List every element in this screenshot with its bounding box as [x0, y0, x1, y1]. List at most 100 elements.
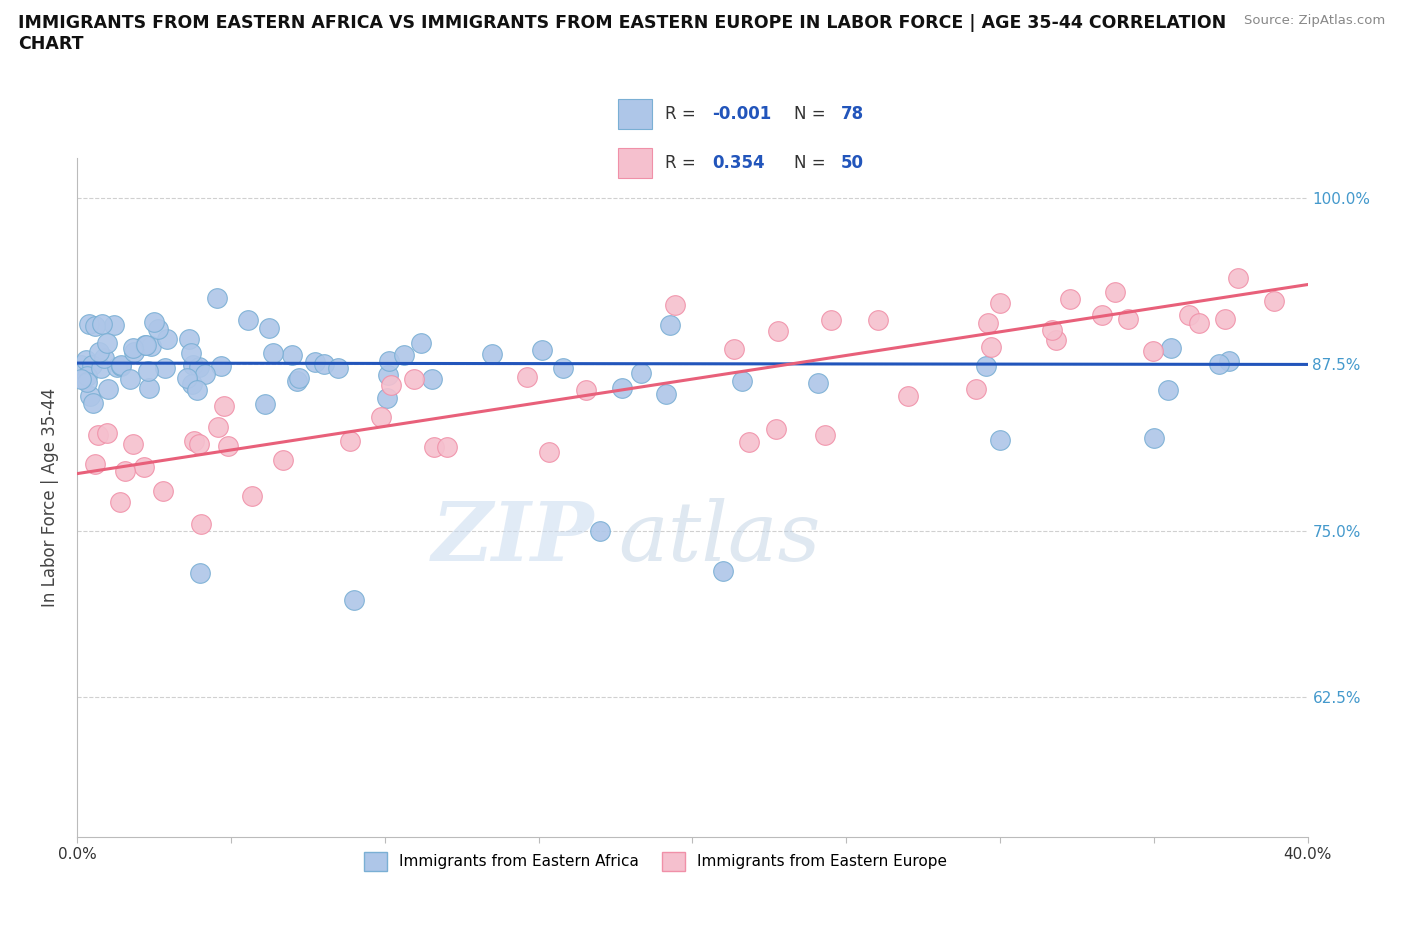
Point — [110, 358, 132, 373]
Point — [141, 339, 163, 353]
Point — [181, 357, 204, 372]
Point — [177, 331, 200, 346]
Point — [288, 370, 311, 385]
Point — [143, 315, 166, 330]
Point — [76, 374, 98, 389]
Point — [339, 434, 361, 449]
Point — [194, 367, 217, 382]
Point — [409, 336, 432, 351]
Point — [1040, 323, 1063, 338]
Point — [1059, 291, 1081, 306]
Text: ZIP: ZIP — [432, 498, 595, 578]
Point — [134, 338, 156, 352]
Point — [271, 452, 294, 467]
Bar — [619, 99, 652, 128]
Point — [254, 397, 277, 412]
Point — [404, 372, 426, 387]
Text: R =: R = — [665, 153, 702, 172]
Point — [135, 338, 157, 352]
Point — [122, 341, 145, 356]
Point — [70, 358, 93, 373]
Point — [122, 345, 145, 360]
Point — [807, 376, 830, 391]
Point — [96, 426, 118, 441]
Point — [976, 315, 998, 330]
Point — [1208, 357, 1230, 372]
Point — [1104, 285, 1126, 299]
Point — [1116, 312, 1139, 326]
Point — [281, 348, 304, 363]
Point — [1045, 332, 1067, 347]
Point — [1187, 315, 1209, 330]
Point — [236, 312, 259, 327]
Point — [75, 352, 97, 367]
Point — [134, 459, 156, 474]
Bar — [619, 148, 652, 178]
Point — [866, 312, 889, 327]
Point — [84, 457, 107, 472]
Point — [90, 360, 112, 375]
Point — [370, 409, 392, 424]
Point — [76, 368, 98, 383]
Point — [965, 382, 987, 397]
Point — [304, 354, 326, 369]
Point — [312, 356, 335, 371]
Point — [423, 439, 446, 454]
Point — [814, 428, 837, 443]
Point — [209, 359, 232, 374]
Point — [138, 380, 160, 395]
Legend: Immigrants from Eastern Africa, Immigrants from Eastern Europe: Immigrants from Eastern Africa, Immigran… — [359, 846, 953, 877]
Point — [110, 495, 132, 510]
Point — [156, 332, 179, 347]
Point — [988, 432, 1011, 447]
Text: R =: R = — [665, 105, 702, 123]
Point — [207, 419, 229, 434]
Point — [1160, 340, 1182, 355]
Point — [392, 348, 415, 363]
Text: atlas: atlas — [619, 498, 821, 578]
Point — [136, 364, 159, 379]
Point — [531, 343, 554, 358]
Y-axis label: In Labor Force | Age 35-44: In Labor Force | Age 35-44 — [41, 388, 59, 607]
Point — [183, 433, 205, 448]
Point — [738, 434, 761, 449]
Point — [217, 439, 239, 454]
Point — [118, 371, 141, 386]
Point — [980, 339, 1002, 354]
Text: Source: ZipAtlas.com: Source: ZipAtlas.com — [1244, 14, 1385, 27]
Point — [380, 378, 402, 392]
Point — [240, 488, 263, 503]
Point — [589, 524, 612, 538]
Point — [422, 371, 444, 386]
Point — [664, 298, 686, 312]
Point — [90, 317, 112, 332]
Point — [326, 361, 349, 376]
Point — [711, 564, 734, 578]
Point — [766, 324, 789, 339]
Point — [212, 398, 235, 413]
Point — [612, 381, 634, 396]
Point — [658, 317, 681, 332]
Point — [79, 389, 101, 404]
Point — [263, 345, 285, 360]
Point — [897, 389, 920, 404]
Point — [205, 291, 228, 306]
Point — [107, 360, 129, 375]
Point — [121, 437, 143, 452]
Point — [180, 346, 202, 361]
Point — [1178, 307, 1201, 322]
Point — [1263, 293, 1285, 308]
Point — [287, 374, 309, 389]
Point — [1226, 270, 1249, 285]
Point — [97, 381, 120, 396]
Text: IMMIGRANTS FROM EASTERN AFRICA VS IMMIGRANTS FROM EASTERN EUROPE IN LABOR FORCE : IMMIGRANTS FROM EASTERN AFRICA VS IMMIGR… — [18, 14, 1226, 53]
Text: 50: 50 — [841, 153, 863, 172]
Point — [436, 440, 458, 455]
Point — [820, 312, 842, 327]
Point — [114, 464, 136, 479]
Point — [87, 428, 110, 443]
Point — [96, 336, 118, 351]
Point — [83, 319, 105, 334]
Point — [103, 317, 125, 332]
Point — [146, 321, 169, 336]
